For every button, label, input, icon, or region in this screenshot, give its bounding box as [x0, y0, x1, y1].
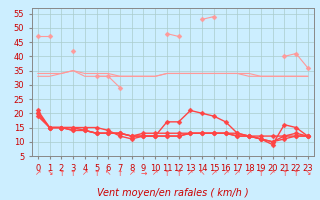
- Text: ↖: ↖: [199, 168, 205, 178]
- Text: ↑: ↑: [58, 168, 65, 178]
- Text: ↑: ↑: [164, 168, 170, 178]
- Text: ↗: ↗: [269, 168, 276, 178]
- Text: ↖: ↖: [105, 168, 111, 178]
- Text: ↑: ↑: [70, 168, 76, 178]
- Text: ↗: ↗: [35, 168, 41, 178]
- Text: ↑: ↑: [258, 168, 264, 178]
- Text: ↘: ↘: [305, 168, 311, 178]
- Text: ↗: ↗: [234, 168, 241, 178]
- Text: ↗: ↗: [211, 168, 217, 178]
- Text: ↗: ↗: [187, 168, 194, 178]
- Text: ↑: ↑: [117, 168, 123, 178]
- Text: ↑: ↑: [293, 168, 299, 178]
- Text: →: →: [140, 168, 147, 178]
- Text: ↗: ↗: [246, 168, 252, 178]
- Text: ↘: ↘: [46, 168, 53, 178]
- Text: Vent moyen/en rafales ( km/h ): Vent moyen/en rafales ( km/h ): [97, 188, 249, 198]
- Text: ↗: ↗: [222, 168, 229, 178]
- Text: ↑: ↑: [281, 168, 287, 178]
- Text: ↗: ↗: [82, 168, 88, 178]
- Text: ↗: ↗: [129, 168, 135, 178]
- Text: ↑: ↑: [93, 168, 100, 178]
- Text: ↑: ↑: [175, 168, 182, 178]
- Text: ↗: ↗: [152, 168, 158, 178]
